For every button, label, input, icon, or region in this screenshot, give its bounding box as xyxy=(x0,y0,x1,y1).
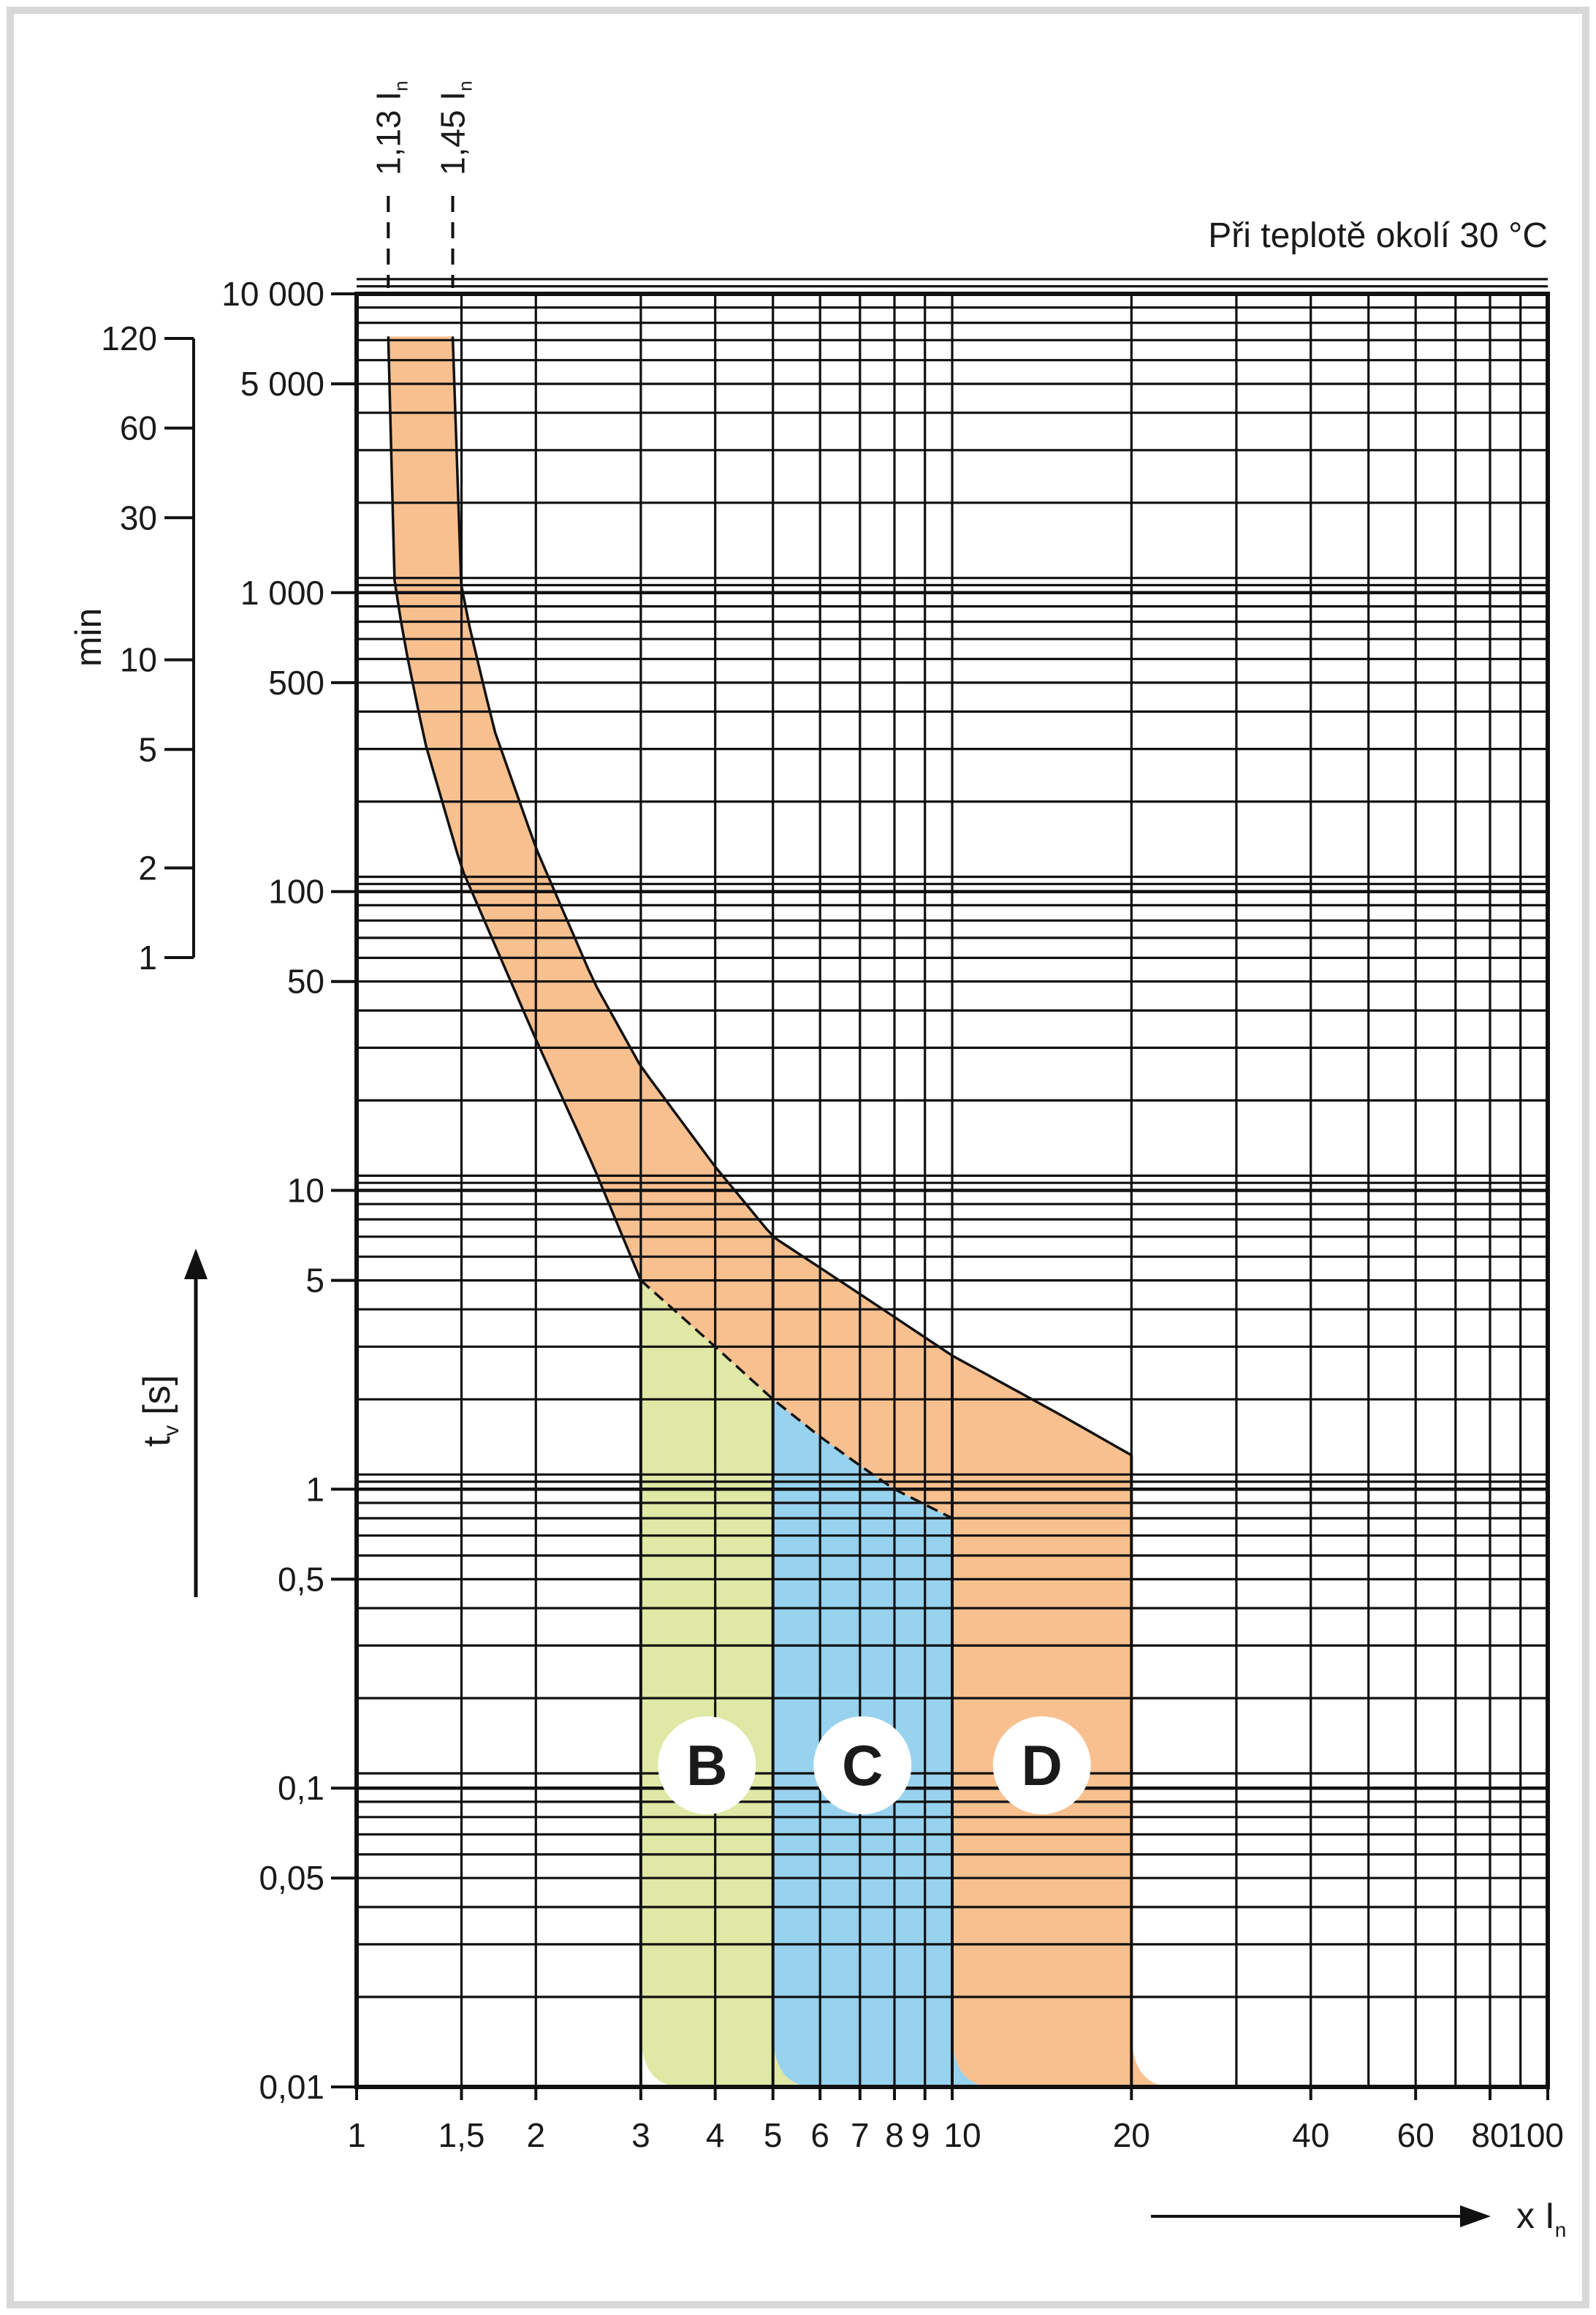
min-tick-label: 2 xyxy=(138,849,157,887)
y-tick-label: 0,1 xyxy=(278,1769,324,1807)
x-tick-label: 80 xyxy=(1471,2116,1508,2154)
x-tick-label: 100 xyxy=(1508,2116,1564,2154)
zone-badge-d xyxy=(992,1716,1091,1814)
y-tick-label: 5 000 xyxy=(240,365,324,403)
x-axis-title-sub: n xyxy=(1555,2219,1567,2241)
x-axis-title-text: x In xyxy=(1516,2195,1566,2241)
y-axis-title-unit: [s] xyxy=(136,1375,178,1415)
x-tick-label: 3 xyxy=(631,2116,650,2154)
y-tick-label: 50 xyxy=(287,963,324,1001)
y-axis-title: tv [s] xyxy=(136,1249,208,1597)
lower-curve xyxy=(387,336,642,1281)
min-tick-label: 10 xyxy=(120,641,157,679)
y-tick-label: 10 000 xyxy=(221,275,324,313)
zone-badge-c xyxy=(813,1716,912,1814)
y-tick-label: 0,5 xyxy=(278,1560,324,1598)
x-tick-label: 9 xyxy=(911,2116,930,2154)
min-axis-label: min xyxy=(68,608,109,667)
curve-outlines: B C D xyxy=(387,336,1133,2087)
x-tick-label: 40 xyxy=(1292,2116,1329,2154)
y-tick-label: 500 xyxy=(268,664,324,702)
ambient-temperature-note: Při teplotě okolí 30 °C xyxy=(1208,216,1548,255)
x-tick-label: 1,5 xyxy=(438,2116,485,2154)
x-tick-label: 7 xyxy=(851,2116,870,2154)
y-tick-label: 1 xyxy=(305,1470,324,1508)
y-tick-label: 10 xyxy=(287,1172,324,1210)
lower-curve-dashed xyxy=(639,1279,953,1520)
y-axis-arrow-head xyxy=(184,1249,208,1279)
x-tick-label: 8 xyxy=(885,2116,904,2154)
x-tick-label: 5 xyxy=(764,2116,783,2154)
x-tick-label: 1 xyxy=(347,2116,366,2154)
y-tick-label: 100 xyxy=(268,873,324,911)
y-tick-label: 0,05 xyxy=(259,1859,324,1897)
marker-label-sub: n xyxy=(455,80,476,91)
y-axis-title-text: tv [s] xyxy=(136,1375,183,1447)
x-tick-label: 60 xyxy=(1397,2116,1434,2154)
x-tick-label: 2 xyxy=(527,2116,546,2154)
x-axis-arrow-head xyxy=(1460,2205,1491,2227)
min-tick-label: 120 xyxy=(101,319,157,357)
x-axis-title: x In xyxy=(1151,2195,1566,2241)
zone-badge-label-d: D xyxy=(1022,1733,1063,1797)
marker-label: 1,45 In xyxy=(434,80,476,175)
min-tick-label: 5 xyxy=(138,730,157,768)
x-tick-label: 10 xyxy=(943,2116,981,2154)
min-tick-label: 30 xyxy=(120,499,157,537)
zone-badge-b xyxy=(658,1716,756,1814)
marker-label-main: 1,13 I xyxy=(369,91,407,175)
x-axis-title-main: x I xyxy=(1516,2195,1555,2236)
marker-label-sub: n xyxy=(390,80,411,91)
y-tick-label: 5 xyxy=(305,1262,324,1300)
y-axis-title-sub: v xyxy=(159,1425,183,1436)
marker-label-main: 1,45 I xyxy=(434,91,472,175)
min-tick-label: 60 xyxy=(120,409,157,447)
y-tick-label: 1 000 xyxy=(240,574,324,612)
upper-curve xyxy=(451,336,1133,1457)
x-tick-label: 4 xyxy=(706,2116,725,2154)
y-axis-title-main: t xyxy=(136,1436,178,1447)
zone-badge-label-c: C xyxy=(842,1733,883,1797)
min-tick-label: 1 xyxy=(138,939,157,977)
x-tick-label: 6 xyxy=(810,2116,829,2154)
x-tick-label: 20 xyxy=(1113,2116,1150,2154)
marker-label: 1,13 In xyxy=(369,80,411,175)
zone-badge-label-b: B xyxy=(686,1733,727,1797)
y-tick-label: 0,01 xyxy=(259,2068,324,2106)
